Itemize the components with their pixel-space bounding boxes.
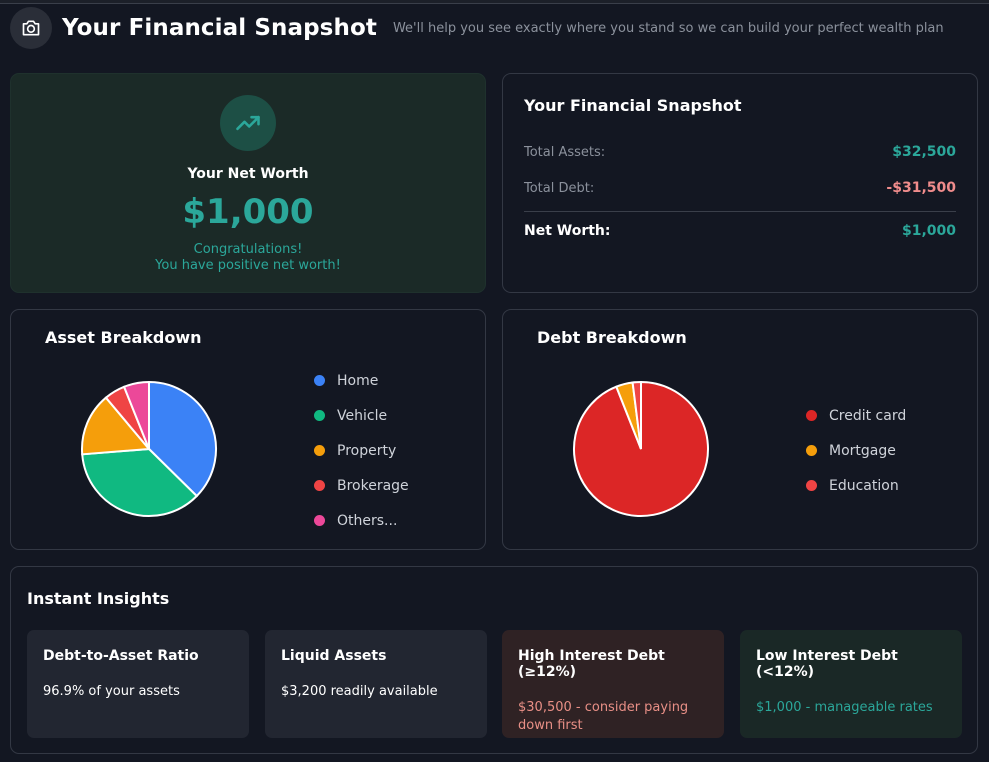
insight-title: Low Interest Debt (<12%) (756, 648, 898, 680)
snapshot-divider (524, 211, 956, 212)
total-debt-row: Total Debt: -$31,500 (524, 180, 956, 196)
net-worth-message: Congratulations! You have positive net w… (11, 242, 485, 274)
net-worth-card: Your Net Worth $1,000 Congratulations! Y… (10, 73, 486, 293)
congrats-line-1: Congratulations! (193, 242, 303, 257)
insight-title: High Interest Debt (≥12%) (518, 648, 665, 680)
asset-legend: Home Vehicle Property Brokerage Others... (314, 363, 409, 538)
net-worth-icon-badge (220, 95, 276, 151)
debt-pie-chart (573, 380, 709, 517)
camera-icon (22, 20, 40, 36)
legend-label: Others... (337, 512, 398, 529)
trending-up-icon (236, 115, 260, 131)
insight-liquid-assets: Liquid Assets $3,200 readily available (265, 630, 487, 738)
debt-legend-item[interactable]: Credit card (806, 398, 906, 433)
insight-desc: $3,200 readily available (281, 684, 438, 699)
asset-legend-item[interactable]: Property (314, 433, 409, 468)
asset-legend-item[interactable]: Others... (314, 503, 409, 538)
legend-label: Credit card (829, 407, 907, 424)
insights-title: Instant Insights (27, 589, 170, 608)
asset-slice-property[interactable] (81, 396, 152, 456)
legend-label: Education (829, 477, 899, 494)
top-border (0, 0, 989, 4)
insight-title: Debt-to-Asset Ratio (43, 648, 199, 664)
insight-title: Liquid Assets (281, 648, 387, 664)
legend-label: Vehicle (337, 407, 388, 424)
legend-dot (314, 410, 325, 421)
total-assets-row: Total Assets: $32,500 (524, 144, 956, 160)
insights-card: Instant Insights Debt-to-Asset Ratio 96.… (10, 566, 978, 754)
asset-slice-home[interactable] (148, 380, 217, 498)
legend-dot (314, 480, 325, 491)
legend-label: Mortgage (829, 442, 896, 459)
debt-slice-education[interactable] (631, 380, 642, 450)
asset-slice-others[interactable] (122, 380, 150, 450)
insight-desc: $30,500 - consider paying down first (518, 700, 689, 733)
insight-low-interest-debt: Low Interest Debt (<12%) $1,000 - manage… (740, 630, 962, 738)
net-worth-value: $1,000 (182, 192, 314, 232)
debt-legend-item[interactable]: Education (806, 468, 906, 503)
page-subtitle: We'll help you see exactly where you sta… (392, 20, 944, 36)
legend-dot (314, 375, 325, 386)
legend-dot (314, 515, 325, 526)
debt-breakdown-card: Debt Breakdown Credit card Mortgage Educat… (502, 309, 978, 550)
legend-dot (806, 445, 817, 456)
legend-label: Property (337, 442, 397, 459)
insight-desc: 96.9% of your assets (43, 684, 180, 699)
snapshot-card: Your Financial Snapshot Total Assets: $3… (502, 73, 978, 293)
debt-legend-item[interactable]: Mortgage (806, 433, 906, 468)
camera-button[interactable] (10, 7, 52, 49)
asset-breakdown-title: Asset Breakdown (45, 328, 202, 347)
snapshot-net-worth-label: Net Worth: (524, 223, 611, 239)
legend-label: Home (337, 372, 379, 389)
debt-legend: Credit card Mortgage Education (806, 398, 906, 503)
asset-legend-item[interactable]: Vehicle (314, 398, 409, 433)
total-assets-label: Total Assets: (524, 144, 606, 160)
legend-dot (806, 480, 817, 491)
legend-label: Brokerage (337, 477, 409, 494)
page-header: Your Financial Snapshot We'll help you s… (10, 6, 944, 50)
snapshot-net-worth-value: $1,000 (901, 223, 956, 239)
total-debt-value: -$31,500 (886, 180, 956, 196)
legend-dot (314, 445, 325, 456)
insight-debt-to-asset: Debt-to-Asset Ratio 96.9% of your assets (27, 630, 249, 738)
insight-desc: $1,000 - manageable rates (756, 700, 933, 715)
total-debt-label: Total Debt: (524, 180, 595, 196)
snapshot-title: Your Financial Snapshot (524, 96, 742, 115)
asset-legend-item[interactable]: Home (314, 363, 409, 398)
legend-dot (806, 410, 817, 421)
debt-breakdown-title: Debt Breakdown (537, 328, 687, 347)
asset-breakdown-card: Asset Breakdown Home Vehicle Property Broke… (10, 309, 486, 550)
net-worth-label: Your Net Worth (187, 166, 309, 182)
total-assets-value: $32,500 (892, 144, 956, 160)
asset-legend-item[interactable]: Brokerage (314, 468, 409, 503)
page-title: Your Financial Snapshot (62, 15, 377, 41)
net-worth-row: Net Worth: $1,000 (524, 223, 956, 239)
congrats-line-2: You have positive net worth! (155, 258, 341, 273)
asset-slice-vehicle[interactable] (81, 447, 199, 517)
insight-high-interest-debt: High Interest Debt (≥12%) $30,500 - cons… (502, 630, 724, 738)
asset-pie-chart (81, 380, 217, 517)
